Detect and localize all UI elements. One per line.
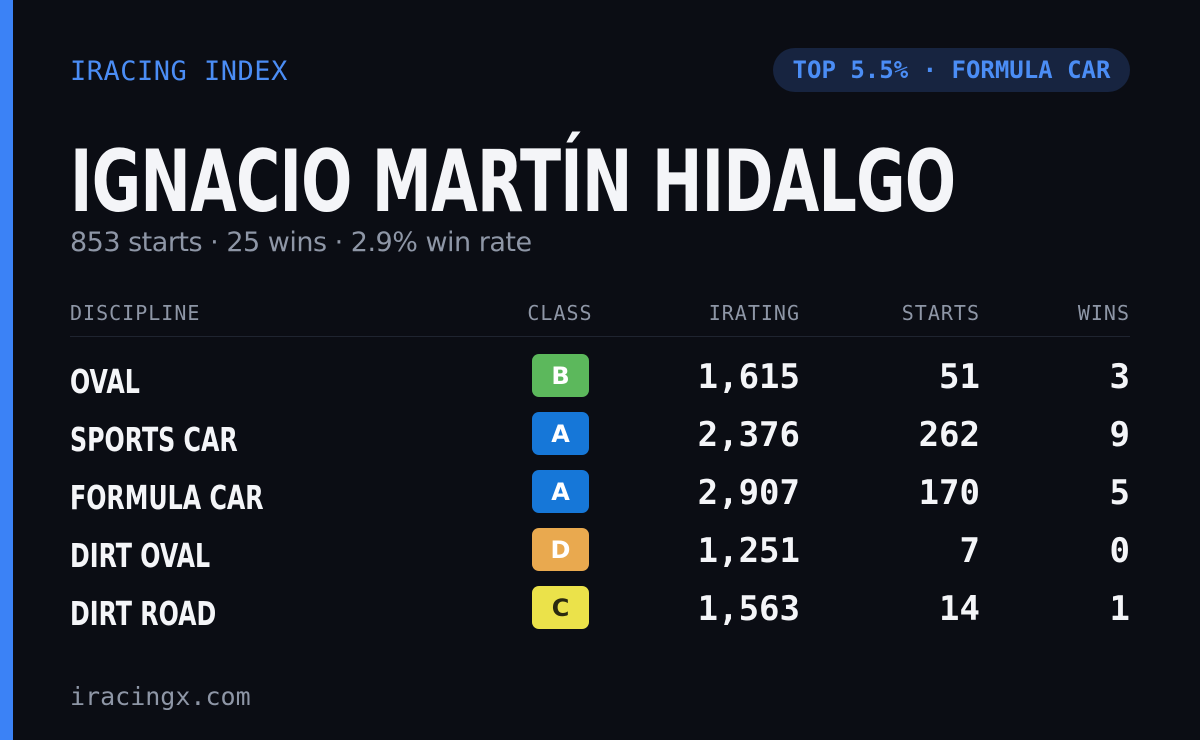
class-badge: D: [532, 528, 589, 571]
discipline: DIRT OVAL: [70, 536, 211, 575]
starts: 14: [939, 589, 980, 629]
summary: 853 starts · 25 wins · 2.9% win rate: [70, 227, 532, 258]
wins: 9: [1109, 415, 1130, 455]
class-badge: A: [532, 470, 589, 513]
eyebrow: IRACING INDEX: [70, 56, 288, 87]
wins: 1: [1109, 589, 1130, 629]
column-header: DISCIPLINE: [70, 301, 201, 325]
column-header: IRATING: [708, 301, 800, 325]
column-header: STARTS: [901, 301, 980, 325]
irating: 1,563: [697, 589, 800, 629]
discipline: FORMULA CAR: [70, 478, 264, 517]
class-badge: C: [532, 586, 589, 629]
irating: 1,615: [697, 357, 800, 397]
irating: 2,907: [697, 473, 800, 513]
footer-site: iracingx.com: [70, 682, 251, 711]
discipline: DIRT ROAD: [70, 594, 217, 633]
irating: 1,251: [697, 531, 800, 571]
class-badge: B: [532, 354, 589, 397]
column-header: CLASS: [527, 301, 593, 325]
column-header: WINS: [1077, 301, 1130, 325]
starts: 262: [918, 415, 980, 455]
wins: 0: [1109, 531, 1130, 571]
class-badge: A: [532, 412, 589, 455]
starts: 7: [959, 531, 980, 571]
divider: [70, 336, 1130, 337]
wins: 3: [1109, 357, 1130, 397]
wins: 5: [1109, 473, 1130, 513]
discipline: SPORTS CAR: [70, 420, 238, 459]
rank-badge: TOP 5.5% · FORMULA CAR: [773, 48, 1130, 92]
starts: 170: [918, 473, 980, 513]
discipline: OVAL: [70, 362, 140, 401]
driver-name: IGNACIO MARTÍN HIDALGO: [70, 132, 956, 232]
starts: 51: [939, 357, 980, 397]
accent-bar: [0, 0, 13, 740]
irating: 2,376: [697, 415, 800, 455]
